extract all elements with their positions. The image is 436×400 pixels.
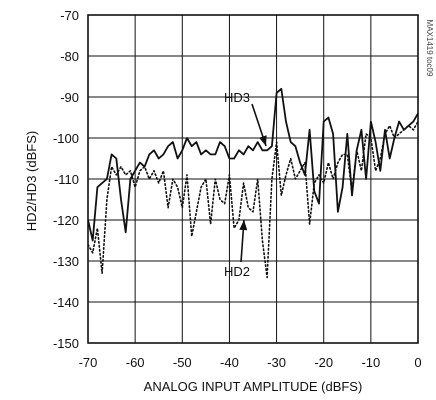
annotation-label-hd2: HD2 bbox=[224, 264, 250, 279]
chart-frame bbox=[87, 14, 419, 344]
axis-labels: -70 -60 -50 -40 -30 -20 -10 0-70-80-90-100-110-… bbox=[53, 8, 422, 370]
annotation-arrow-head bbox=[259, 135, 267, 146]
x-tick-label: 0 bbox=[414, 355, 421, 370]
y-tick-label: -100 bbox=[53, 131, 79, 146]
x-tick-label: -20 bbox=[314, 355, 333, 370]
x-tick-label: -30 bbox=[267, 355, 286, 370]
y-tick-label: -120 bbox=[53, 213, 79, 228]
y-tick-label: -130 bbox=[53, 254, 79, 269]
x-tick-label: -50 bbox=[173, 355, 192, 370]
x-axis-title: ANALOG INPUT AMPLITUDE (dBFS) bbox=[144, 379, 363, 394]
x-tick-label: -60 bbox=[126, 355, 145, 370]
annotation-label-hd3: HD3 bbox=[224, 90, 250, 105]
plot-frame bbox=[87, 14, 419, 344]
chart-grid bbox=[88, 15, 418, 343]
x-tick-label: -10 bbox=[361, 355, 380, 370]
y-axis-title: HD2/HD3 (dBFS) bbox=[24, 131, 39, 231]
figure-id-label: MAX1419 toc09 bbox=[425, 20, 434, 77]
series-line-hd3 bbox=[88, 87, 418, 242]
y-tick-label: -150 bbox=[53, 336, 79, 351]
y-tick-label: -140 bbox=[53, 295, 79, 310]
series-line-hd2 bbox=[88, 120, 418, 279]
x-tick-label: -70 bbox=[79, 355, 98, 370]
y-tick-label: -90 bbox=[60, 90, 79, 105]
x-tick-label: -40 bbox=[220, 355, 239, 370]
chart-series bbox=[88, 87, 418, 279]
chart-annotations: HD3 HD2 bbox=[224, 90, 267, 279]
y-tick-label: -80 bbox=[60, 49, 79, 64]
annotation-arrow-head bbox=[239, 220, 248, 231]
y-tick-label: -70 bbox=[60, 8, 79, 23]
y-tick-label: -110 bbox=[54, 172, 79, 187]
